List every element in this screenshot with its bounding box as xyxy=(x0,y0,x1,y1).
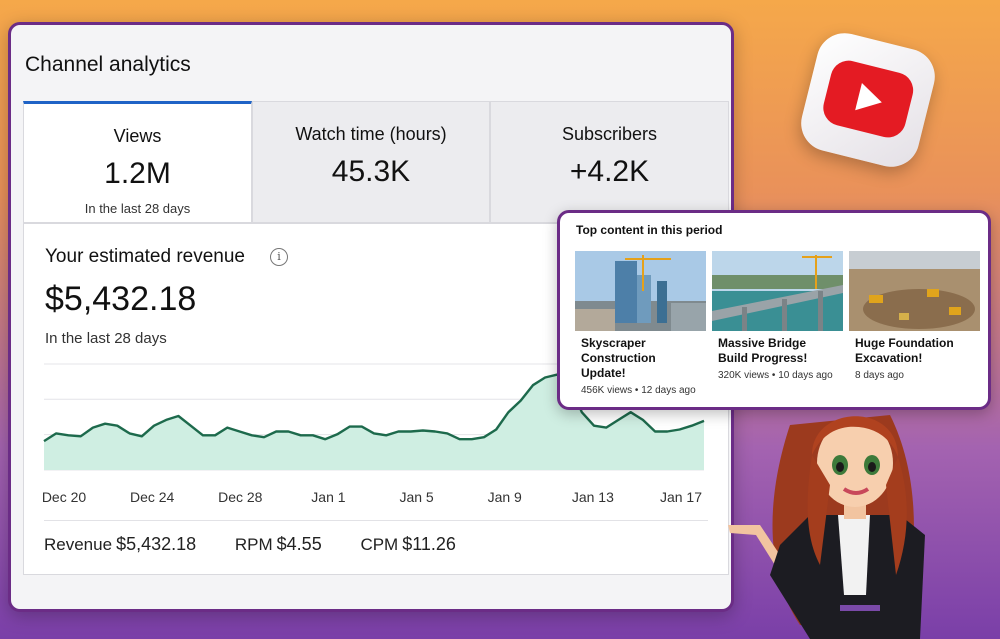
tab-subscribers[interactable]: Subscribers +4.2K xyxy=(490,101,729,223)
youtube-play-icon xyxy=(795,27,941,173)
top-content-item[interactable]: Huge Foundation Excavation! 8 days ago xyxy=(849,251,980,395)
stat-cpm-value: $11.26 xyxy=(402,534,456,554)
presenter-avatar xyxy=(728,415,925,639)
revenue-chart: Dec 20 Dec 24 Dec 28 Jan 1 Jan 5 Jan 9 Jan 13 J… xyxy=(42,363,705,505)
play-triangle-icon xyxy=(855,83,886,117)
top-content-card: Top content in this period Skyscraper Co… xyxy=(557,210,991,410)
revenue-title: Your estimated revenue xyxy=(45,246,245,267)
tab-subscribers-value: +4.2K xyxy=(569,155,650,188)
stat-cpm-label: CPM xyxy=(360,535,399,554)
x-tick-label: Jan 1 xyxy=(311,489,345,505)
item-title[interactable]: Skyscraper Construction Update! xyxy=(581,336,656,380)
excavation-thumbnail[interactable] xyxy=(849,251,980,331)
tab-views-label: Views xyxy=(113,126,162,146)
chart-area xyxy=(44,374,704,470)
item-meta: 320K views • 10 days ago xyxy=(718,370,833,381)
tab-views-value: 1.2M xyxy=(104,157,171,190)
stat-revenue-label: Revenue xyxy=(44,535,113,554)
item-meta: 8 days ago xyxy=(855,370,904,381)
tab-subscribers-label: Subscribers xyxy=(561,124,658,144)
x-tick-label: Dec 20 xyxy=(42,489,87,505)
stat-revenue-value: $5,432.18 xyxy=(116,534,197,554)
x-tick-label: Dec 28 xyxy=(218,489,263,505)
tab-views[interactable]: Views 1.2M In the last 28 days xyxy=(23,101,252,223)
chart-line xyxy=(43,373,705,443)
item-meta: 456K views • 12 days ago xyxy=(581,385,696,396)
tab-watch-time-value: 45.3K xyxy=(331,155,411,188)
panel-title: Channel analytics xyxy=(25,53,191,76)
info-icon[interactable]: i xyxy=(270,248,288,266)
tab-views-sub: In the last 28 days xyxy=(84,201,191,216)
stat-rpm-value: $4.55 xyxy=(276,534,322,554)
x-tick-label: Jan 17 xyxy=(660,489,702,505)
top-content-item[interactable]: Massive Bridge Build Progress! 320K view… xyxy=(712,251,843,395)
revenue-stats: Revenue $5,432.18 RPM $4.55 CPM $11.26 xyxy=(44,534,490,555)
stat-rpm-label: RPM xyxy=(234,535,273,554)
item-title[interactable]: Huge Foundation Excavation! xyxy=(855,336,954,365)
revenue-period: In the last 28 days xyxy=(45,330,167,347)
skyscraper-thumbnail[interactable] xyxy=(575,251,706,331)
top-content-item[interactable]: Skyscraper Construction Update! 456K vie… xyxy=(575,251,706,396)
stats-divider xyxy=(44,520,708,521)
metric-tabs: Views 1.2M In the last 28 days Watch tim… xyxy=(23,101,729,223)
item-title[interactable]: Massive Bridge Build Progress! xyxy=(718,336,808,365)
bridge-thumbnail[interactable] xyxy=(712,251,843,331)
top-content-title: Top content in this period xyxy=(576,223,723,237)
youtube-red-badge xyxy=(819,56,917,142)
x-tick-label: Dec 24 xyxy=(130,489,175,505)
x-tick-label: Jan 5 xyxy=(399,489,433,505)
tab-watch-time[interactable]: Watch time (hours) 45.3K xyxy=(252,101,490,223)
tab-watch-time-label: Watch time (hours) xyxy=(295,124,447,144)
revenue-value: $5,432.18 xyxy=(45,280,197,318)
x-tick-label: Jan 9 xyxy=(488,489,522,505)
x-tick-label: Jan 13 xyxy=(572,489,614,505)
